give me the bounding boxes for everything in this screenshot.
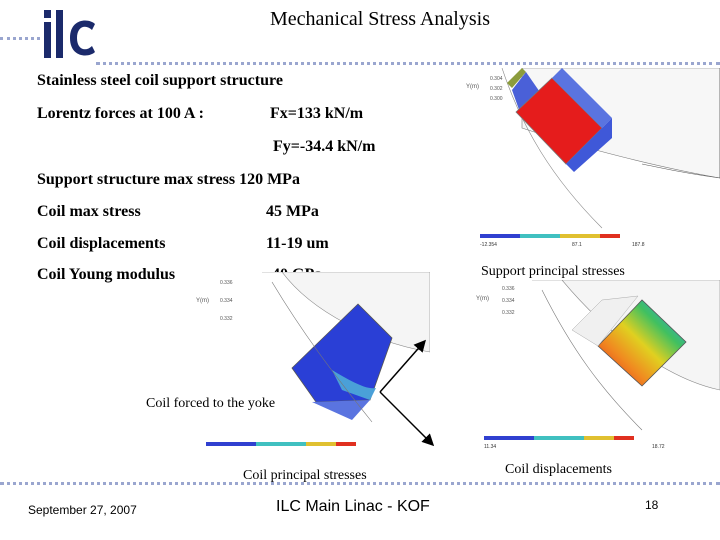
subtitle: Stainless steel coil support structure [37,72,283,89]
coil-displacement-caption: Coil displacements [505,462,612,477]
svg-text:18.72: 18.72 [652,444,665,450]
fx-value: Fx=133 kN/m [270,105,364,122]
svg-text:Y(m): Y(m) [466,84,479,90]
row-value: 11-19 um [266,235,329,252]
svg-text:0.334: 0.334 [220,298,233,304]
row-label: Coil displacements [37,235,166,252]
svg-text:Y(m): Y(m) [476,296,489,302]
svg-text:0.334: 0.334 [502,298,515,304]
coil-stress-figure: Y(m) 0.336 0.334 0.332 [192,272,430,462]
footer-date: September 27, 2007 [28,503,137,517]
svg-text:0.304: 0.304 [490,76,503,82]
coil-principal-caption: Coil principal stresses [243,468,367,483]
svg-text:0.336: 0.336 [502,286,515,292]
svg-text:0.300: 0.300 [490,96,503,102]
svg-text:11.34: 11.34 [484,444,496,450]
slide-title: Mechanical Stress Analysis [270,8,490,30]
coil-forced-caption: Coil forced to the yoke [146,396,276,412]
svg-text:187.8: 187.8 [632,242,645,248]
page-number: 18 [645,498,659,512]
decorative-dots-header [96,62,720,65]
decorative-dots-footer [0,482,720,485]
row-label: Coil max stress [37,203,141,220]
svg-text:0.332: 0.332 [220,316,233,322]
row-value: 45 MPa [266,203,319,220]
arrow-up [379,339,426,393]
support-caption: Support principal stresses [481,264,625,279]
decorative-dots-top [0,37,40,40]
ilc-logo: ilc [44,10,95,58]
svg-text:0.336: 0.336 [220,280,233,286]
footer-center: ILC Main Linac - KOF [276,498,430,515]
svg-text:87.1: 87.1 [572,242,582,248]
fy-value: Fy=-34.4 kN/m [273,138,376,155]
support-stress-figure: Y(m) 0.304 0.302 0.300 -12.354 87.1 187.… [462,68,720,250]
coil-displacement-figure: Y(m) 0.336 0.334 0.332 11.34 18.72 [472,280,720,452]
svg-text:0.302: 0.302 [490,86,503,92]
svg-text:0.332: 0.332 [502,310,515,316]
svg-text:Y(m): Y(m) [196,298,209,304]
row-label: Coil Young modulus [37,266,176,283]
svg-text:-12.354: -12.354 [480,242,497,248]
lorentz-label: Lorentz forces at 100 A : [37,105,204,122]
arrow-down [379,391,435,447]
support-stress: Support structure max stress 120 MPa [37,171,300,188]
